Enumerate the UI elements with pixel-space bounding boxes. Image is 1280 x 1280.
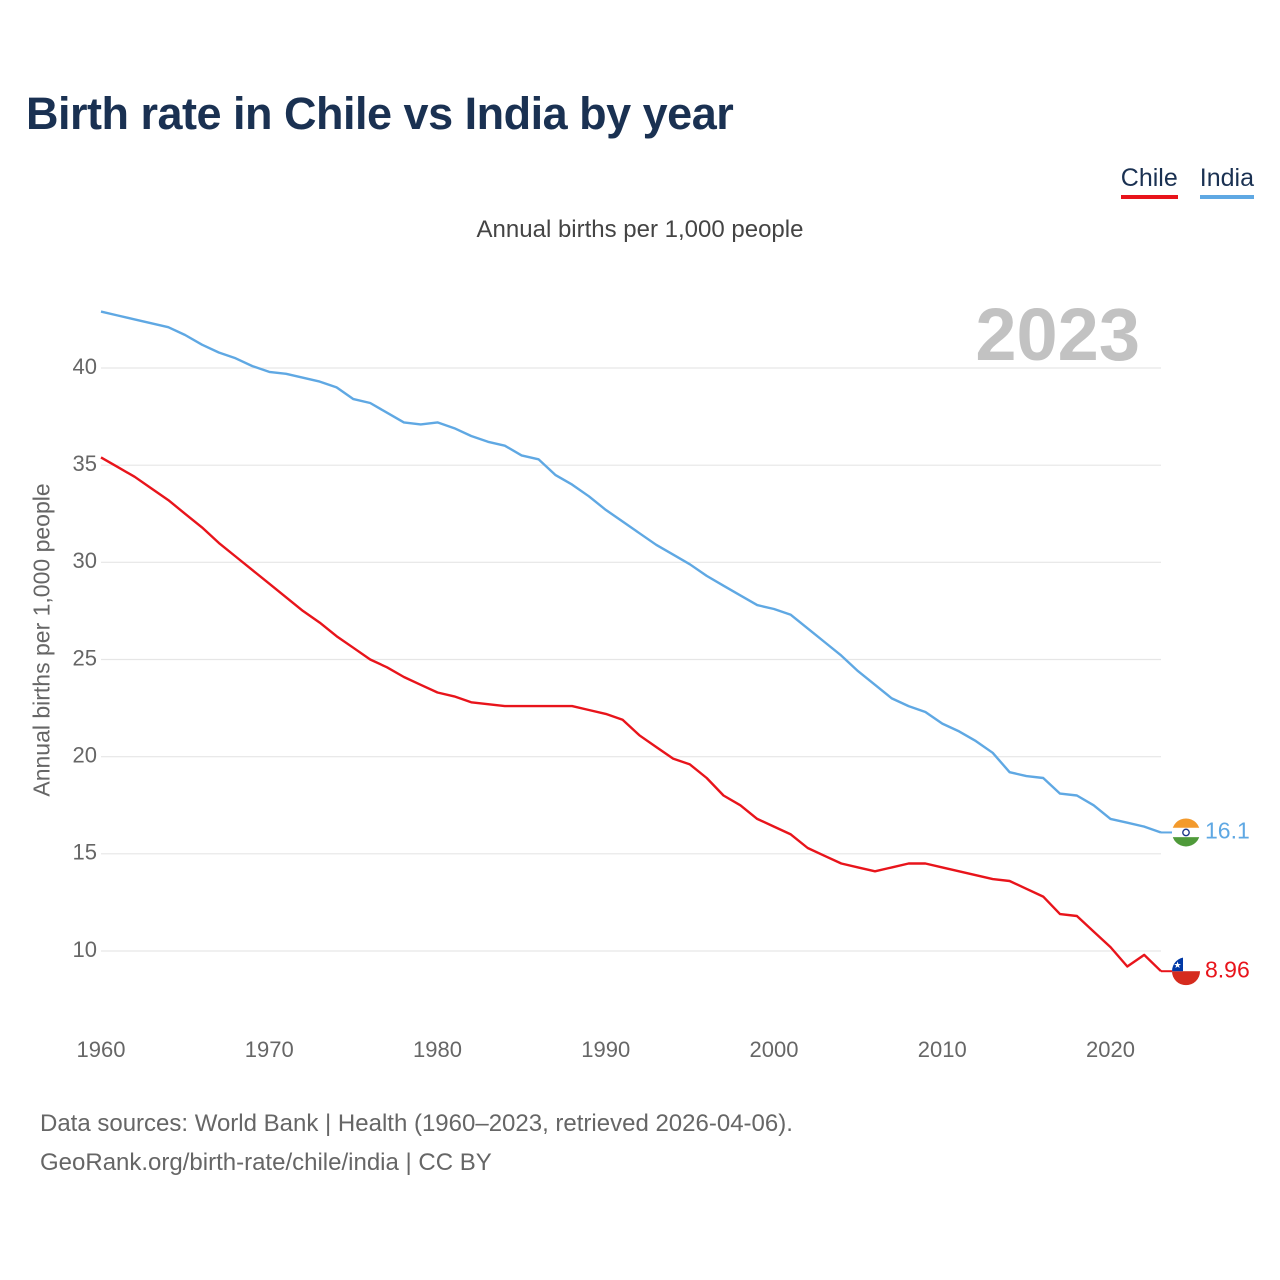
legend: Chile India — [1120, 164, 1254, 199]
chart-subtitle: Annual births per 1,000 people — [476, 216, 804, 243]
y-tick-label: 20 — [73, 742, 97, 767]
x-tick-label: 2010 — [918, 1037, 967, 1062]
y-tick-label: 15 — [73, 840, 97, 865]
india-flag-icon — [1172, 818, 1200, 847]
legend-item-india[interactable]: India — [1199, 164, 1254, 199]
x-tick-label: 1990 — [581, 1037, 630, 1062]
grid-lines — [101, 367, 1161, 952]
chart-title: Birth rate in Chile vs India by year — [26, 88, 734, 139]
y-axis-ticks: 10 15 20 25 30 35 40 — [73, 354, 97, 962]
chile-end-value: 8.96 — [1205, 956, 1250, 982]
x-axis-ticks: 1960 1970 1980 1990 2000 2010 2020 — [77, 1037, 1135, 1062]
y-tick-label: 25 — [73, 645, 97, 670]
y-tick-label: 40 — [73, 354, 97, 379]
x-tick-label: 1970 — [245, 1037, 294, 1062]
year-watermark: 2023 — [975, 293, 1140, 376]
line-chart: 10 15 20 25 30 35 40 1960 1970 1980 1990 2000 2010 2… — [73, 293, 1250, 1062]
x-tick-label: 1980 — [413, 1037, 462, 1062]
footer-link[interactable]: GeoRank.org/birth-rate/chile/india | CC … — [40, 1149, 492, 1176]
legend-item-chile[interactable]: Chile — [1120, 164, 1178, 199]
y-tick-label: 30 — [73, 548, 97, 573]
y-tick-label: 35 — [73, 451, 97, 476]
series-line-india — [100, 310, 1162, 834]
footer-source: Data sources: World Bank | Health (1960–… — [40, 1110, 793, 1137]
series-lines — [100, 310, 1172, 973]
footer: Data sources: World Bank | Health (1960–… — [40, 1104, 793, 1182]
chile-flag-icon: ★ — [1172, 957, 1200, 986]
india-end-value: 16.1 — [1205, 818, 1250, 844]
x-tick-label: 2000 — [750, 1037, 799, 1062]
series-line-chile — [100, 456, 1162, 973]
svg-text:★: ★ — [1173, 961, 1181, 971]
x-tick-label: 2020 — [1086, 1037, 1135, 1062]
y-tick-label: 10 — [73, 937, 97, 962]
x-tick-label: 1960 — [77, 1037, 126, 1062]
